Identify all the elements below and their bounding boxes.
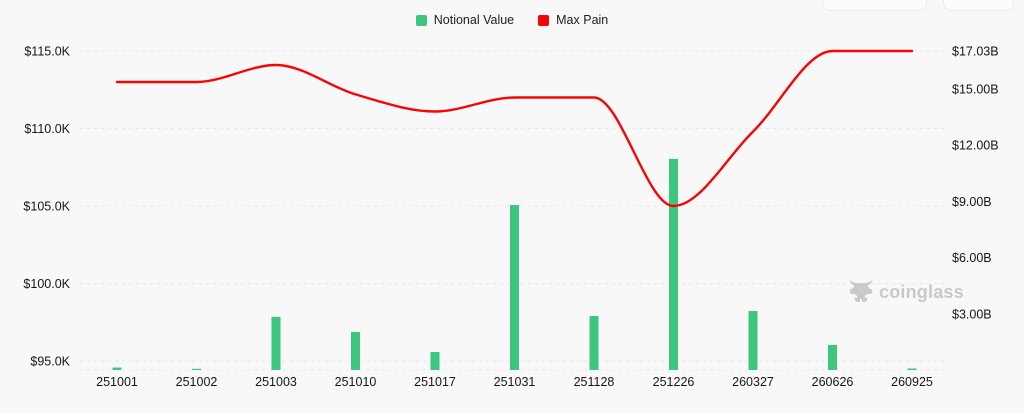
x-axis-label-251002: 251002 <box>176 375 218 389</box>
x-axis-label-251017: 251017 <box>414 375 456 389</box>
bar-251031[interactable] <box>510 204 519 370</box>
x-axis-label-260925: 260925 <box>891 375 933 389</box>
top-right-button-partial-2[interactable] <box>943 0 1014 11</box>
bar-251003[interactable] <box>271 316 281 370</box>
top-right-button-partial-1[interactable] <box>822 0 927 11</box>
max-pain-line[interactable] <box>115 49 914 208</box>
coinglass-logo-icon <box>849 279 873 304</box>
x-axis-label-251031: 251031 <box>494 375 536 389</box>
left-axis-label: $115.0K <box>24 45 70 59</box>
bar-251017[interactable] <box>430 352 440 370</box>
right-axis-label: $15.00B <box>952 83 999 97</box>
right-axis-label: $3.00B <box>952 307 992 321</box>
x-axis-label-251003: 251003 <box>255 375 297 389</box>
legend-item-notional-value[interactable]: Notional Value <box>415 13 515 27</box>
notional-value-swatch-icon <box>415 14 427 26</box>
right-axis-label: $17.03B <box>952 45 999 59</box>
legend-label-notional-value: Notional Value <box>433 13 515 27</box>
right-axis-label: $12.00B <box>952 139 999 153</box>
bar-260925[interactable] <box>907 368 917 370</box>
max-pain-swatch-icon <box>538 14 550 26</box>
chart-legend: Notional Value Max Pain <box>0 13 1024 27</box>
right-axis-label: $9.00B <box>952 195 992 209</box>
x-axis-label-260626: 260626 <box>812 375 854 389</box>
x-axis-label-260327: 260327 <box>732 375 774 389</box>
bar-251010[interactable] <box>351 331 360 370</box>
left-axis-label: $95.0K <box>30 355 70 369</box>
bar-251128[interactable] <box>589 316 599 370</box>
x-axis-label-251010: 251010 <box>335 375 377 389</box>
coinglass-watermark-text: coinglass <box>879 281 964 302</box>
legend-label-max-pain: Max Pain <box>556 13 609 27</box>
bar-260327[interactable] <box>748 310 758 370</box>
bar-251226[interactable] <box>669 158 678 370</box>
left-axis-label: $110.0K <box>24 122 70 136</box>
left-axis-label: $105.0K <box>23 200 70 214</box>
x-axis-label-251001: 251001 <box>96 375 138 389</box>
coinglass-watermark: coinglass <box>848 279 964 305</box>
left-axis-label: $100.0K <box>23 277 70 291</box>
x-axis-label-251226: 251226 <box>653 375 695 389</box>
right-axis-label: $6.00B <box>952 251 992 265</box>
legend-item-max-pain[interactable]: Max Pain <box>538 13 608 27</box>
bar-251002[interactable] <box>192 368 201 370</box>
x-axis-label-251128: 251128 <box>574 375 615 389</box>
bar-260626[interactable] <box>828 344 837 370</box>
bar-251001[interactable] <box>112 367 122 370</box>
